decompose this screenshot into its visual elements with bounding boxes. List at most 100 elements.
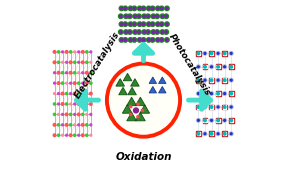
- Circle shape: [58, 103, 59, 105]
- Circle shape: [204, 65, 206, 68]
- Circle shape: [69, 51, 72, 53]
- Circle shape: [210, 79, 213, 81]
- Circle shape: [211, 119, 212, 121]
- Circle shape: [230, 52, 232, 54]
- Circle shape: [197, 93, 199, 94]
- Circle shape: [128, 38, 133, 42]
- Circle shape: [165, 22, 169, 26]
- Circle shape: [230, 65, 232, 68]
- Circle shape: [151, 30, 156, 34]
- Polygon shape: [116, 79, 125, 86]
- Circle shape: [124, 23, 127, 25]
- Circle shape: [90, 92, 92, 95]
- Circle shape: [77, 92, 80, 95]
- Polygon shape: [127, 97, 137, 106]
- Circle shape: [152, 39, 154, 41]
- Bar: [203, 118, 208, 123]
- Bar: [210, 132, 213, 136]
- Circle shape: [138, 31, 140, 33]
- Circle shape: [224, 119, 226, 121]
- Bar: [216, 118, 220, 123]
- Circle shape: [53, 61, 56, 64]
- Circle shape: [69, 113, 72, 115]
- Circle shape: [217, 52, 219, 54]
- Circle shape: [197, 106, 200, 108]
- Bar: [197, 52, 200, 55]
- Circle shape: [73, 72, 76, 74]
- Circle shape: [156, 6, 160, 11]
- Bar: [216, 119, 220, 122]
- Circle shape: [211, 93, 212, 94]
- Circle shape: [66, 72, 67, 74]
- Circle shape: [142, 39, 145, 41]
- Bar: [209, 51, 214, 56]
- Circle shape: [74, 103, 76, 105]
- Circle shape: [204, 133, 206, 135]
- Circle shape: [133, 14, 137, 19]
- Circle shape: [90, 103, 92, 105]
- Circle shape: [160, 6, 164, 11]
- Circle shape: [78, 61, 80, 63]
- Circle shape: [133, 108, 138, 113]
- Circle shape: [57, 82, 60, 84]
- Circle shape: [148, 7, 150, 9]
- Circle shape: [65, 103, 68, 105]
- Circle shape: [160, 14, 165, 19]
- Circle shape: [155, 30, 159, 34]
- Bar: [209, 131, 214, 136]
- Circle shape: [224, 93, 226, 94]
- Circle shape: [128, 30, 132, 34]
- Circle shape: [160, 23, 163, 25]
- Circle shape: [147, 15, 149, 17]
- Circle shape: [223, 106, 226, 108]
- Circle shape: [82, 61, 84, 64]
- Circle shape: [230, 133, 232, 135]
- Circle shape: [160, 38, 164, 42]
- Circle shape: [124, 30, 128, 34]
- Circle shape: [119, 14, 123, 19]
- Circle shape: [54, 82, 55, 84]
- Circle shape: [210, 52, 213, 55]
- Bar: [229, 64, 234, 69]
- Circle shape: [90, 61, 92, 63]
- Bar: [203, 92, 207, 95]
- Circle shape: [58, 93, 59, 94]
- Circle shape: [54, 72, 55, 74]
- Circle shape: [165, 38, 169, 42]
- Circle shape: [161, 15, 164, 17]
- Circle shape: [146, 14, 150, 19]
- Polygon shape: [123, 73, 132, 81]
- Circle shape: [150, 38, 155, 42]
- Circle shape: [141, 6, 146, 11]
- Circle shape: [197, 132, 200, 135]
- Circle shape: [204, 79, 206, 81]
- Circle shape: [82, 72, 84, 74]
- Bar: [222, 105, 227, 109]
- Bar: [210, 78, 213, 82]
- Circle shape: [77, 113, 80, 116]
- Circle shape: [124, 7, 127, 9]
- Circle shape: [146, 30, 150, 34]
- Polygon shape: [119, 87, 127, 95]
- Polygon shape: [116, 79, 120, 86]
- Circle shape: [61, 72, 64, 74]
- Circle shape: [129, 39, 132, 41]
- Circle shape: [157, 7, 159, 9]
- Circle shape: [74, 113, 76, 115]
- Circle shape: [137, 115, 139, 118]
- Circle shape: [137, 22, 142, 26]
- Circle shape: [90, 113, 92, 115]
- Circle shape: [62, 113, 63, 115]
- Circle shape: [65, 50, 68, 53]
- Circle shape: [139, 7, 141, 9]
- Circle shape: [137, 6, 142, 11]
- Circle shape: [210, 132, 213, 135]
- Circle shape: [165, 6, 169, 11]
- Circle shape: [70, 103, 71, 105]
- Bar: [210, 105, 213, 109]
- Polygon shape: [127, 97, 132, 106]
- Circle shape: [86, 93, 88, 94]
- Circle shape: [138, 15, 140, 17]
- Bar: [196, 51, 201, 56]
- Circle shape: [123, 38, 127, 42]
